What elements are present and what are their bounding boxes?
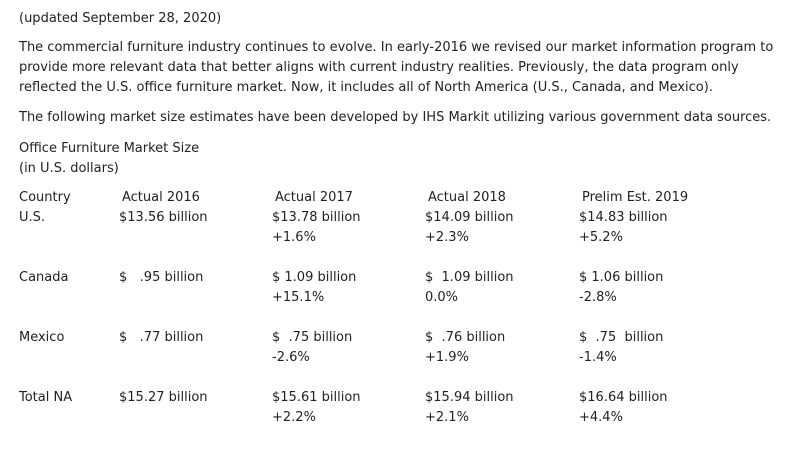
- change-2017: -2.6%: [272, 350, 310, 365]
- value-2016: $15.27 billion: [119, 390, 208, 405]
- change-2019: +4.4%: [579, 410, 623, 425]
- header-country: Country: [19, 190, 71, 205]
- table-row-mexico: Mexico $ .77 billion $ .75 billion $ .76…: [19, 328, 759, 348]
- change-2017: +2.2%: [272, 410, 316, 425]
- value-2017: $ 1.09 billion: [272, 270, 357, 285]
- change-2018: +2.3%: [425, 230, 469, 245]
- source-paragraph: The following market size estimates have…: [19, 110, 772, 125]
- table-header-row: Country Actual 2016 Actual 2017 Actual 2…: [19, 188, 759, 208]
- row-spacer: [19, 248, 759, 268]
- change-2018: +2.1%: [425, 410, 469, 425]
- value-2019: $16.64 billion: [579, 390, 668, 405]
- row-spacer: [19, 368, 759, 388]
- table-row-us: U.S. $13.56 billion $13.78 billion $14.0…: [19, 208, 759, 228]
- value-2017: $15.61 billion: [272, 390, 361, 405]
- value-2016: $ .95 billion: [119, 270, 204, 285]
- header-actual-2016: Actual 2016: [122, 190, 200, 205]
- header-actual-2017: Actual 2017: [275, 190, 353, 205]
- value-2016: $ .77 billion: [119, 330, 204, 345]
- value-2019: $ .75 billion: [579, 330, 664, 345]
- country-name: Total NA: [19, 390, 73, 405]
- table-title: Office Furniture Market Size: [19, 141, 200, 156]
- country-name: U.S.: [19, 210, 46, 225]
- table-unit-note: (in U.S. dollars): [19, 161, 119, 176]
- value-2018: $ .76 billion: [425, 330, 506, 345]
- change-2017: +15.1%: [272, 290, 325, 305]
- table-row-canada: Canada $ .95 billion $ 1.09 billion $ 1.…: [19, 268, 759, 288]
- change-2019: -1.4%: [579, 350, 617, 365]
- change-2018: +1.9%: [425, 350, 469, 365]
- value-2017: $ .75 billion: [272, 330, 353, 345]
- header-actual-2018: Actual 2018: [428, 190, 506, 205]
- value-2019: $14.83 billion: [579, 210, 668, 225]
- value-2016: $13.56 billion: [119, 210, 208, 225]
- updated-date-note: (updated September 28, 2020): [19, 11, 222, 26]
- value-2019: $ 1.06 billion: [579, 270, 664, 285]
- change-2018: 0.0%: [425, 290, 459, 305]
- value-2018: $15.94 billion: [425, 390, 514, 405]
- header-prelim-2019: Prelim Est. 2019: [582, 190, 689, 205]
- value-2018: $14.09 billion: [425, 210, 514, 225]
- country-name: Mexico: [19, 330, 65, 345]
- table-row-canada-change: +15.1% 0.0% -2.8%: [19, 288, 759, 308]
- table-row-total-na: Total NA $15.27 billion $15.61 billion $…: [19, 388, 759, 408]
- table-row-mexico-change: -2.6% +1.9% -1.4%: [19, 348, 759, 368]
- market-size-table: Country Actual 2016 Actual 2017 Actual 2…: [19, 188, 759, 428]
- table-caption: Office Furniture Market Size (in U.S. do…: [19, 139, 199, 179]
- table-row-us-change: +1.6% +2.3% +5.2%: [19, 228, 759, 248]
- row-spacer: [19, 308, 759, 328]
- intro-paragraph: The commercial furniture industry contin…: [19, 40, 774, 95]
- country-name: Canada: [19, 270, 69, 285]
- change-2019: +5.2%: [579, 230, 623, 245]
- value-2018: $ 1.09 billion: [425, 270, 514, 285]
- change-2017: +1.6%: [272, 230, 316, 245]
- change-2019: -2.8%: [579, 290, 617, 305]
- value-2017: $13.78 billion: [272, 210, 361, 225]
- table-row-total-na-change: +2.2% +2.1% +4.4%: [19, 408, 759, 428]
